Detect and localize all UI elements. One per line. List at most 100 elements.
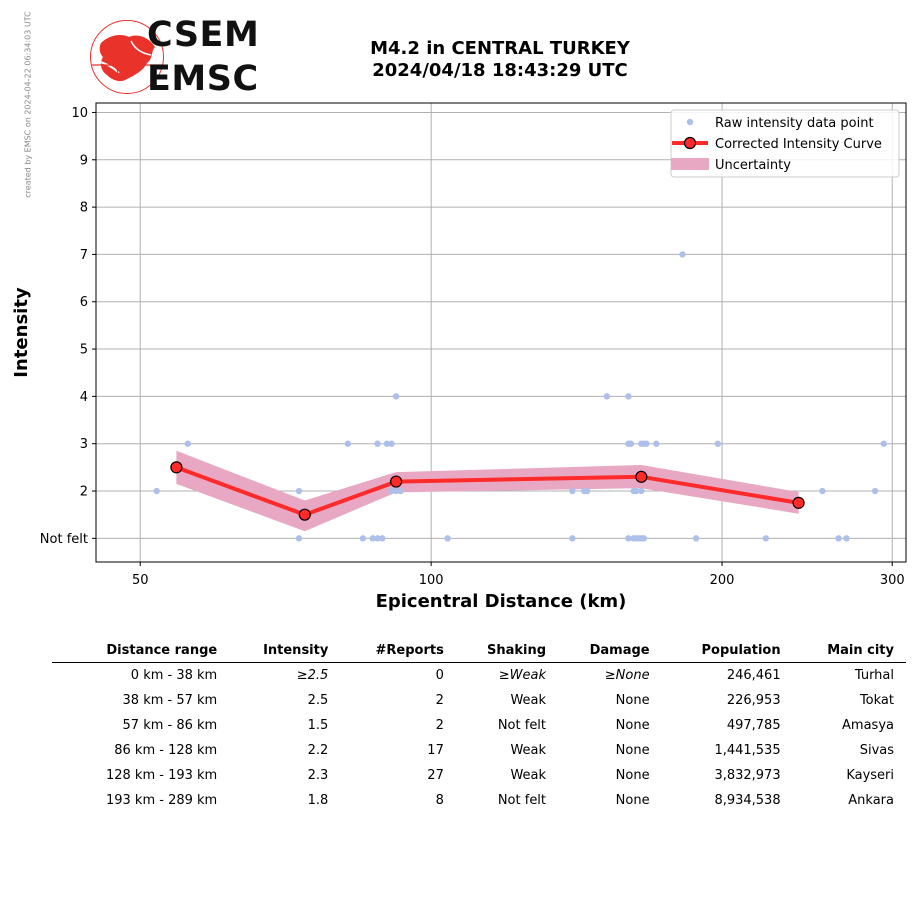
raw-data-point bbox=[880, 440, 887, 447]
table-header-cell: Shaking bbox=[455, 640, 559, 663]
raw-data-point bbox=[692, 535, 700, 542]
raw-data-point bbox=[762, 535, 770, 542]
table-cell-city: Tokat bbox=[859, 692, 894, 708]
x-tick-label: 100 bbox=[419, 573, 444, 588]
uncertainty-band bbox=[176, 450, 799, 532]
table-row: 193 km - 289 km 1.8 8 Not felt None 8,934,538… bbox=[52, 788, 906, 813]
table-cell-distance: 0 km - 38 km bbox=[130, 667, 218, 683]
raw-data-point bbox=[625, 393, 632, 400]
table-cell-population: 8,934,538 bbox=[714, 792, 781, 808]
y-tick-label: Not felt bbox=[40, 532, 88, 547]
raw-data-point bbox=[679, 251, 686, 258]
table-cell-damage: None bbox=[615, 792, 650, 808]
y-tick-label: 8 bbox=[80, 201, 88, 216]
legend-curve-marker bbox=[683, 136, 697, 150]
raw-data-point bbox=[640, 535, 648, 542]
legend: Raw intensity data point Corrected Intens… bbox=[670, 109, 900, 178]
table-row: 0 km - 38 km ≥2.5 0 ≥Weak ≥None 246,461 Turhal bbox=[52, 663, 906, 689]
raw-data-point bbox=[369, 535, 376, 542]
table-cell-reports: 2 bbox=[435, 692, 444, 708]
raw-data-point bbox=[633, 487, 640, 495]
table-cell-intensity: 1.8 bbox=[307, 792, 329, 808]
table-cell-city: Kayseri bbox=[846, 767, 894, 783]
table-cell-reports: 0 bbox=[435, 667, 444, 683]
raw-data-point bbox=[871, 487, 879, 495]
raw-data-point bbox=[819, 487, 826, 495]
table-cell-damage: None bbox=[615, 692, 650, 708]
corrected-intensity-marker bbox=[635, 470, 648, 483]
globe-icon bbox=[90, 20, 164, 94]
y-tick-label: 2 bbox=[80, 485, 88, 500]
legend-label-raw: Raw intensity data point bbox=[715, 116, 874, 131]
table-row: 57 km - 86 km 1.5 2 Not felt None 497,785 Amas… bbox=[52, 713, 906, 738]
raw-data-point bbox=[359, 535, 367, 542]
x-axis-label: Epicentral Distance (km) bbox=[376, 591, 627, 612]
raw-data-point bbox=[444, 535, 451, 542]
x-tick-label: 200 bbox=[710, 573, 735, 588]
table-cell-reports: 17 bbox=[427, 742, 444, 758]
event-title: M4.2 in CENTRAL TURKEY bbox=[370, 38, 630, 59]
table-cell-city: Ankara bbox=[848, 792, 894, 808]
x-tick-label: 300 bbox=[880, 573, 905, 588]
raw-data-point bbox=[295, 535, 303, 542]
intensity-chart: 50 100 200 300 Not felt 2 3 4 5 6 7 8 9 10 Epicentral … bbox=[11, 102, 907, 612]
table-cell-distance: 38 km - 57 km bbox=[122, 692, 218, 708]
corrected-intensity-marker bbox=[298, 508, 311, 521]
legend-label-uncertainty: Uncertainty bbox=[715, 158, 791, 173]
table-cell-distance: 57 km - 86 km bbox=[122, 717, 218, 733]
table-cell-population: 226,953 bbox=[726, 692, 781, 708]
table-cell-damage: None bbox=[615, 767, 650, 783]
y-tick-label: 10 bbox=[71, 106, 88, 121]
event-datetime: 2024/04/18 18:43:29 UTC bbox=[372, 60, 628, 81]
intensity-table: Distance range Intensity #Reports Shaking Da… bbox=[52, 640, 906, 813]
corrected-intensity-marker bbox=[792, 496, 805, 509]
raw-data-point bbox=[392, 487, 400, 495]
raw-data-point bbox=[344, 440, 352, 447]
table-header-cell: Damage bbox=[558, 640, 662, 663]
table-header-cell: Intensity bbox=[229, 640, 341, 663]
table-cell-city: Sivas bbox=[859, 742, 894, 758]
table-header-cell: Population bbox=[661, 640, 793, 663]
table-header-cell: #Reports bbox=[340, 640, 456, 663]
raw-data-point bbox=[583, 487, 591, 495]
table-row: 38 km - 57 km 2.5 2 Weak None 226,953 Tokat bbox=[52, 688, 906, 713]
raw-data-point bbox=[379, 535, 386, 542]
table-row: 128 km - 193 km 2.3 27 Weak None 3,832,973 Kay… bbox=[52, 763, 906, 788]
table-cell-population: 497,785 bbox=[726, 717, 781, 733]
raw-data-point bbox=[627, 440, 635, 447]
table-header-cell: Distance range bbox=[52, 640, 230, 663]
raw-data-point bbox=[397, 487, 404, 495]
y-tick-label: 5 bbox=[80, 343, 88, 358]
table-cell-reports: 8 bbox=[435, 792, 444, 808]
y-tick-label: 6 bbox=[80, 295, 88, 310]
corrected-intensity-marker bbox=[390, 475, 403, 488]
table-cell-intensity: 2.2 bbox=[307, 742, 329, 758]
legend-box bbox=[670, 109, 900, 178]
table-cell-damage: None bbox=[615, 717, 650, 733]
table-row: 86 km - 128 km 2.2 17 Weak None 1,441,535 Siva… bbox=[52, 738, 906, 763]
y-tick-label: 4 bbox=[80, 390, 88, 405]
table-cell-damage: None bbox=[615, 742, 650, 758]
raw-data-point bbox=[184, 440, 191, 447]
table-cell-distance: 128 km - 193 km bbox=[105, 767, 218, 783]
raw-data-point bbox=[835, 535, 842, 542]
logo-text-bottom: EMSC bbox=[147, 59, 259, 99]
raw-data-point bbox=[843, 535, 850, 542]
table-cell-distance: 86 km - 128 km bbox=[114, 742, 218, 758]
raw-data-point bbox=[374, 535, 381, 542]
raw-data-point bbox=[388, 440, 395, 447]
table-cell-shaking: ≥Weak bbox=[498, 667, 547, 683]
table-cell-distance: 193 km - 289 km bbox=[105, 792, 218, 808]
table-cell-intensity: 2.5 bbox=[307, 692, 329, 708]
table-cell-intensity: ≥2.5 bbox=[296, 667, 329, 683]
chart-heading: M4.2 in CENTRAL TURKEY 2024/04/18 18:43:… bbox=[300, 38, 700, 82]
raw-data-point bbox=[295, 487, 303, 495]
plot-frame bbox=[95, 102, 907, 563]
table-cell-intensity: 1.5 bbox=[307, 717, 329, 733]
table-cell-intensity: 2.3 bbox=[307, 767, 329, 783]
table-header-row: Distance range Intensity #Reports Shaking Da… bbox=[52, 640, 906, 663]
table-cell-population: 1,441,535 bbox=[714, 742, 781, 758]
raw-data-point bbox=[653, 440, 660, 447]
table-cell-reports: 27 bbox=[427, 767, 444, 783]
legend-raw-marker bbox=[686, 118, 694, 126]
